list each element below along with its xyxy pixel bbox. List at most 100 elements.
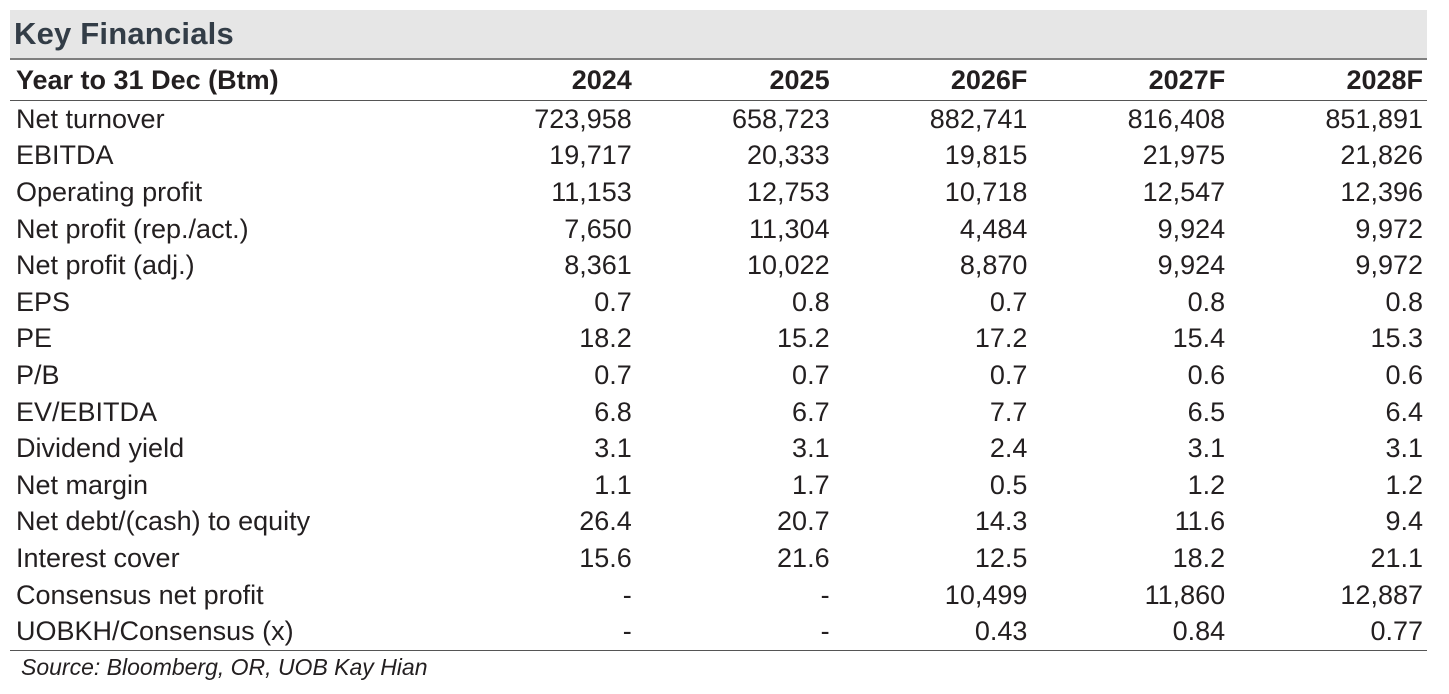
source-note: Source: Bloomberg, OR, UOB Kay Hian	[21, 653, 428, 680]
row-value: 1.1	[594, 469, 632, 500]
row-value: 0.7	[594, 286, 632, 317]
row-value: 11,860	[1144, 579, 1226, 610]
row-value: 3.1	[1385, 433, 1423, 464]
table-row: EV/EBITDA 6.8 6.7 7.7 6.5 6.4	[10, 394, 1427, 431]
row-value: 6.8	[594, 396, 632, 427]
table-row: Interest cover 15.6 21.6 12.5 18.2 21.1	[10, 540, 1427, 577]
panel-title: Key Financials	[14, 16, 234, 51]
row-label: EBITDA	[16, 140, 114, 171]
row-value: 0.7	[792, 359, 830, 390]
row-value: 0.6	[1187, 359, 1226, 390]
row-value: 15.3	[1370, 323, 1423, 354]
header-label: Year to 31 Dec (Btm)	[10, 60, 438, 101]
row-value: 0.8	[1187, 286, 1226, 317]
row-value: 21.1	[1370, 542, 1423, 573]
row-value: 6.7	[792, 396, 830, 427]
row-value: 0.84	[1031, 613, 1230, 651]
header-year: 2028F	[1229, 60, 1427, 101]
row-value: 851,891	[1325, 103, 1423, 134]
row-label: Operating profit	[16, 176, 203, 207]
row-label: Net profit (rep./act.)	[16, 213, 249, 244]
row-label: Net margin	[16, 469, 149, 500]
row-value: 12,547	[1142, 176, 1226, 207]
table-row: EBITDA 19,717 20,333 19,815 21,975 21,826	[10, 138, 1427, 175]
row-label: UOBKH/Consensus (x)	[10, 613, 438, 651]
row-value: 12,396	[1340, 176, 1423, 207]
row-value: 9.4	[1385, 506, 1423, 537]
table-body: Net turnover 723,958 658,723 882,741 816,408…	[10, 101, 1427, 651]
row-value: 11,153	[551, 176, 632, 207]
row-value: 0.6	[1385, 359, 1423, 390]
table-row: P/B 0.7 0.7 0.7 0.6 0.6	[10, 357, 1427, 394]
row-value: 658,723	[731, 103, 830, 134]
row-value: 9,972	[1355, 250, 1423, 281]
row-value: 816,408	[1127, 103, 1226, 134]
row-value: 6.4	[1385, 396, 1423, 427]
header-year: 2027F	[1031, 60, 1230, 101]
row-label: Net turnover	[16, 103, 165, 134]
row-value: 17.2	[974, 323, 1028, 354]
row-value: 15.4	[1172, 323, 1226, 354]
header-row: Year to 31 Dec (Btm) 2024 2025 2026F 202…	[10, 60, 1427, 101]
row-value: 2.4	[989, 433, 1028, 464]
key-financials-panel: Key Financials Year to 31 Dec (Btm) 2024…	[10, 10, 1427, 681]
row-value: 15.6	[579, 542, 632, 573]
row-value: 12,753	[747, 176, 830, 207]
row-value: 18.2	[579, 323, 632, 354]
header-year: 2026F	[833, 60, 1032, 101]
row-value: 723,958	[534, 103, 632, 134]
table-row: Net turnover 723,958 658,723 882,741 816,408…	[10, 101, 1427, 138]
row-value: 4,484	[959, 213, 1028, 244]
row-label: Net profit (adj.)	[16, 250, 195, 281]
row-label: Consensus net profit	[16, 579, 264, 610]
row-value: 26.4	[579, 506, 632, 537]
row-value: 11,304	[749, 213, 830, 244]
row-value: 11.6	[1174, 506, 1226, 537]
table-row: Net profit (adj.) 8,361 10,022 8,870 9,924 9,…	[10, 247, 1427, 284]
row-value: 10,499	[944, 579, 1028, 610]
row-value: 1.2	[1187, 469, 1226, 500]
row-value: 19,815	[944, 140, 1028, 171]
row-value: 9,924	[1157, 250, 1226, 281]
row-value: 10,718	[944, 176, 1028, 207]
row-value: 8,870	[959, 250, 1028, 281]
row-label: PE	[16, 323, 53, 354]
row-value: 20,333	[747, 140, 830, 171]
row-value: 3.1	[1187, 433, 1226, 464]
table-row: Operating profit 11,153 12,753 10,718 12,547…	[10, 174, 1427, 211]
financials-table: Year to 31 Dec (Btm) 2024 2025 2026F 202…	[10, 60, 1427, 651]
table-row: Net margin 1.1 1.7 0.5 1.2 1.2	[10, 467, 1427, 504]
row-value: 20.7	[777, 506, 830, 537]
row-value: 0.8	[792, 286, 830, 317]
row-value: 10,022	[747, 250, 830, 281]
row-value: 14.3	[974, 506, 1028, 537]
title-bar: Key Financials	[10, 10, 1427, 60]
row-value: -	[820, 579, 830, 610]
row-value: 0.5	[989, 469, 1028, 500]
row-label: Interest cover	[16, 542, 180, 573]
row-value: 882,741	[929, 103, 1028, 134]
table-row: Consensus net profit - - 10,499 11,860 12,887	[10, 577, 1427, 614]
row-value: 21.6	[777, 542, 830, 573]
row-value: 21,826	[1340, 140, 1423, 171]
row-value: 7,650	[564, 213, 632, 244]
row-label: Dividend yield	[16, 433, 185, 464]
row-value: 0.7	[594, 359, 632, 390]
row-value: 0.77	[1229, 613, 1427, 651]
row-label: EV/EBITDA	[16, 396, 158, 427]
table-row: EPS 0.7 0.8 0.7 0.8 0.8	[10, 284, 1427, 321]
table-row: UOBKH/Consensus (x) - -0.43 0.84 0.77	[10, 613, 1427, 651]
row-value: 3.1	[792, 433, 830, 464]
table-row: Dividend yield 3.1 3.1 2.4 3.1 3.1	[10, 430, 1427, 467]
row-value: 8,361	[564, 250, 632, 281]
row-value: -	[622, 579, 632, 610]
row-value: 12,887	[1340, 579, 1423, 610]
row-value: 9,972	[1355, 213, 1423, 244]
row-value: -	[438, 613, 636, 651]
row-value: 15.2	[777, 323, 830, 354]
row-value: 7.7	[989, 396, 1028, 427]
row-value: 19,717	[549, 140, 632, 171]
table-row: PE 18.2 15.2 17.2 15.4 15.3	[10, 321, 1427, 358]
header-year: 2024	[438, 60, 636, 101]
row-value: 21,975	[1142, 140, 1226, 171]
